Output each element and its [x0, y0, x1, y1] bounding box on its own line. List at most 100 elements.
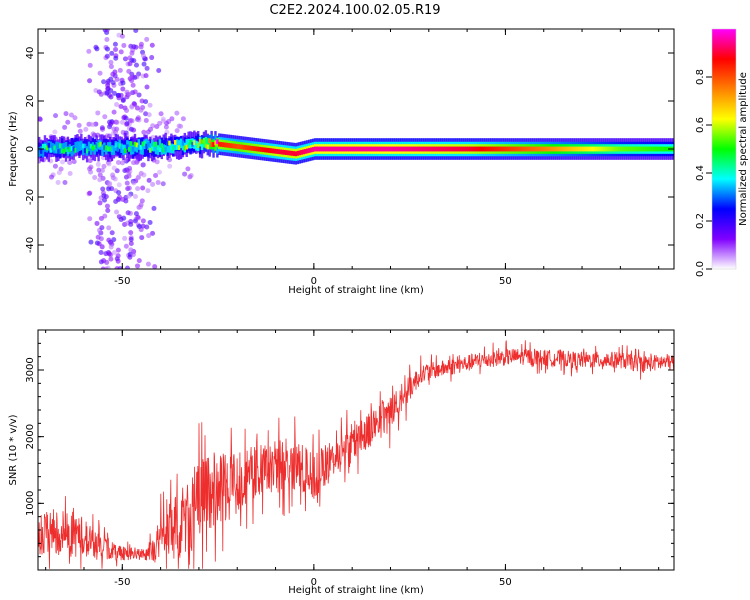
heatmap-cell — [120, 146, 123, 151]
heatmap-cell — [158, 147, 162, 153]
heatmap-speckle — [141, 61, 147, 67]
heatmap-cell — [145, 138, 148, 149]
heatmap-speckle — [67, 160, 73, 166]
heatmap-cell — [68, 147, 72, 152]
heatmap-cell — [476, 146, 480, 152]
heatmap-speckle — [38, 116, 43, 122]
heatmap-speckle — [101, 79, 107, 85]
heatmap-cell — [570, 146, 573, 152]
heatmap-cell — [415, 146, 418, 152]
heatmap-speckle — [53, 113, 59, 119]
heatmap-cell — [310, 147, 313, 153]
heatmap-cell — [265, 147, 269, 153]
heatmap-cell — [624, 146, 627, 152]
heatmap-speckle — [157, 120, 163, 126]
heatmap-speckle — [126, 193, 132, 199]
heatmap-cell — [256, 146, 259, 152]
heatmap-speckle — [95, 110, 101, 116]
heatmap-speckle — [96, 241, 102, 247]
heatmap-cell — [110, 147, 114, 152]
spectrogram-y-label: Frequency (Hz) — [8, 111, 19, 187]
heatmap-speckle — [114, 119, 120, 125]
heatmap-speckle — [96, 167, 102, 173]
heatmap-cell — [378, 146, 382, 152]
heatmap-cell — [380, 146, 384, 152]
heatmap-cell — [417, 146, 420, 152]
heatmap-cell — [503, 146, 506, 152]
heatmap-cell — [652, 146, 656, 152]
heatmap-speckle — [126, 91, 132, 97]
heatmap-cell — [78, 142, 81, 148]
heatmap-speckle — [131, 180, 137, 186]
heatmap-cell — [568, 146, 572, 152]
heatmap-speckle — [98, 215, 104, 221]
heatmap-cell — [128, 141, 131, 151]
heatmap-cell — [622, 146, 625, 152]
heatmap-cell — [419, 146, 422, 152]
heatmap-cell — [490, 146, 493, 152]
heatmap-speckle — [144, 65, 150, 71]
heatmap-speckle — [131, 160, 137, 166]
heatmap-cell — [522, 146, 526, 152]
heatmap-cell — [57, 142, 60, 152]
heatmap-speckle — [108, 76, 114, 82]
heatmap-cell — [516, 146, 520, 152]
heatmap-cell — [576, 146, 579, 152]
heatmap-cell — [354, 146, 357, 152]
heatmap-cell — [208, 138, 211, 144]
heatmap-speckle — [98, 91, 104, 97]
heatmap-speckle — [131, 58, 137, 64]
heatmap-cell — [329, 146, 332, 152]
heatmap-speckle — [97, 177, 103, 183]
heatmap-cell — [392, 146, 395, 152]
heatmap-cell — [91, 145, 95, 151]
heatmap-speckle — [185, 166, 191, 172]
snr-panel: -50 0 50 1000 2000 3000 Height of straight l… — [8, 329, 675, 596]
heatmap-cell — [242, 144, 246, 150]
heatmap-cell — [587, 146, 591, 152]
heatmap-speckle — [108, 244, 114, 250]
heatmap-cell — [216, 139, 219, 145]
heatmap-cell — [129, 141, 133, 147]
heatmap-cell — [356, 146, 359, 152]
heatmap-speckle — [111, 109, 117, 115]
heatmap-cell — [93, 144, 96, 150]
heatmap-cell — [407, 146, 411, 152]
heatmap-speckle — [120, 86, 126, 92]
heatmap-speckle — [125, 167, 131, 173]
heatmap-cell — [313, 146, 317, 152]
heatmap-speckle — [101, 197, 107, 203]
heatmap-cell — [172, 146, 175, 152]
heatmap-cell — [365, 146, 368, 152]
heatmap-cell — [424, 146, 428, 152]
heatmap-cell — [507, 146, 510, 152]
heatmap-cell — [187, 142, 190, 148]
heatmap-cell — [97, 142, 100, 148]
heatmap-cell — [156, 145, 160, 155]
heatmap-cell — [166, 142, 169, 153]
heatmap-cell — [131, 146, 135, 152]
heatmap-cell — [70, 146, 73, 151]
heatmap-cell — [66, 149, 70, 155]
heatmap-cell — [72, 146, 75, 152]
heatmap-cell — [154, 144, 158, 155]
heatmap-speckle — [99, 125, 105, 131]
heatmap-cell — [559, 146, 562, 152]
heatmap-cell — [59, 143, 62, 149]
heatmap-cell — [499, 146, 503, 152]
heatmap-speckle — [146, 177, 152, 183]
heatmap-cell — [82, 143, 85, 149]
heatmap-cell — [135, 142, 139, 153]
heatmap-speckle — [71, 159, 77, 165]
heatmap-cell — [239, 144, 242, 150]
heatmap-cell — [534, 146, 537, 152]
heatmap-cell — [528, 146, 531, 152]
heatmap-cell — [505, 146, 508, 152]
heatmap-speckle — [119, 119, 125, 125]
heatmap-speckle — [56, 170, 62, 176]
heatmap-cell — [405, 146, 409, 152]
colorbar-frame — [711, 28, 737, 270]
heatmap-cell — [361, 146, 365, 152]
heatmap-speckle — [111, 249, 117, 255]
heatmap-cell — [562, 146, 566, 152]
